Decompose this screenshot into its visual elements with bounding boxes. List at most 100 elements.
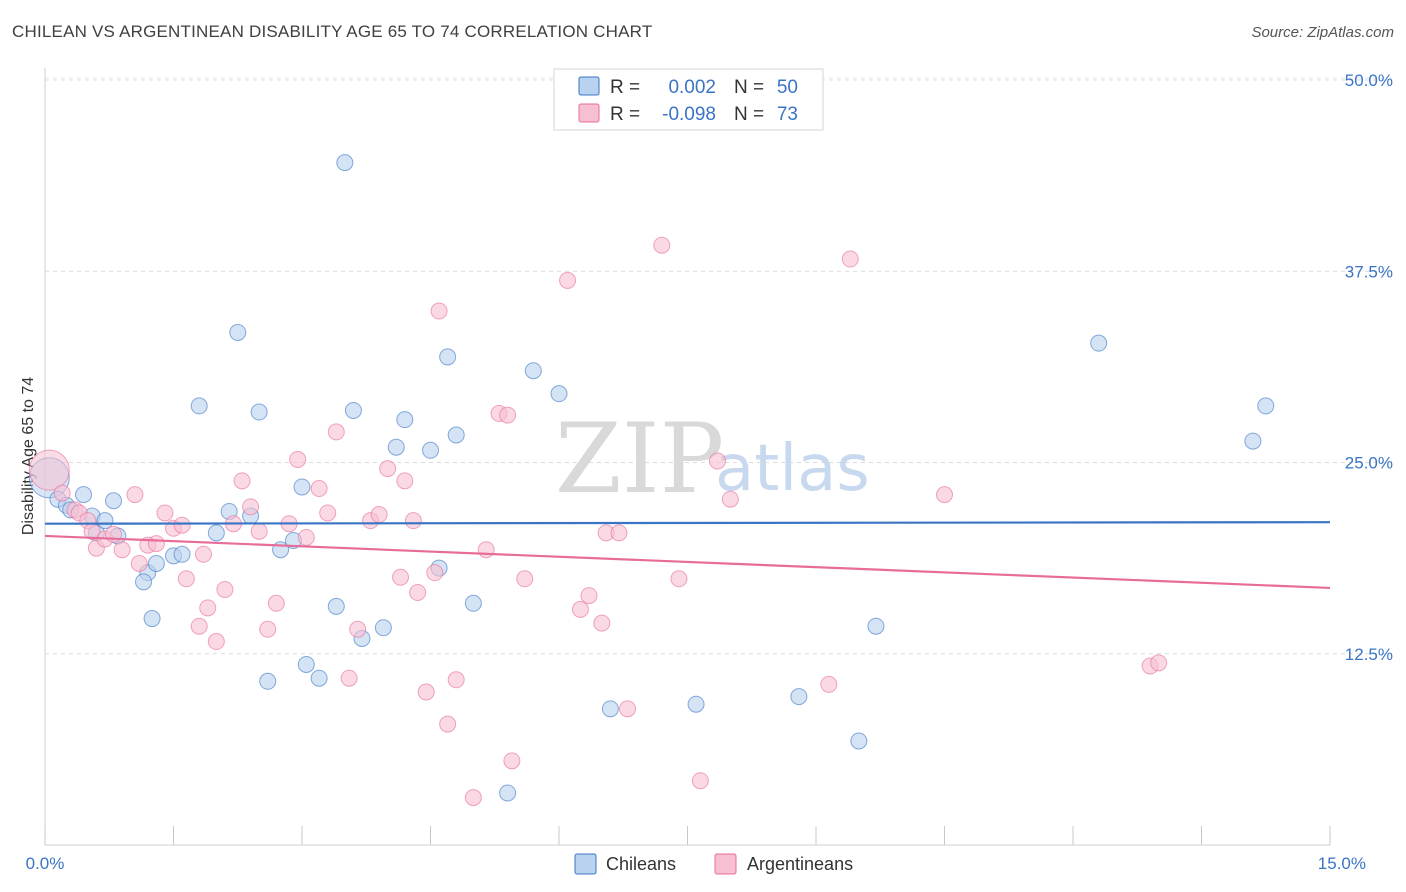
- argentineans-point-17: [177, 570, 195, 588]
- chileans-point-29: [336, 154, 354, 172]
- argentineans-point-43: [409, 584, 427, 602]
- argentineans-point-67: [820, 675, 838, 693]
- argentineans-point-68: [841, 250, 859, 268]
- chileans-point-34: [396, 411, 414, 429]
- bottom-legend-label-chileans: Chileans: [606, 854, 676, 874]
- chileans-point-37: [439, 348, 457, 366]
- argentineans-point-39: [379, 460, 397, 478]
- argentineans-point-16: [173, 516, 191, 534]
- chileans-point-50: [1257, 397, 1275, 415]
- chileans-point-44: [687, 695, 705, 713]
- argentineans-point-13: [147, 535, 165, 553]
- argentineans-point-34: [327, 423, 345, 441]
- chileans-point-15: [173, 545, 191, 563]
- gridlines: [45, 77, 1392, 655]
- chileans-point-47: [867, 617, 885, 635]
- x-tick-marks: [44, 826, 1331, 845]
- argentineans-point-58: [593, 614, 611, 632]
- argentineans-point-30: [289, 450, 307, 468]
- chileans-point-8: [105, 492, 123, 510]
- argentineans-point-25: [242, 498, 260, 516]
- chileans-trend-line: [44, 521, 1331, 525]
- argentineans-point-49: [464, 789, 482, 807]
- legend-swatch-blue: [578, 76, 600, 96]
- legend-r-label-1: R =: [610, 77, 640, 98]
- chileans-point-40: [499, 784, 517, 802]
- argentineans-point-11: [130, 554, 148, 572]
- argentineans-point-1: [53, 484, 71, 502]
- watermark-zip: ZIP: [555, 403, 724, 515]
- chileans-point-12: [143, 610, 161, 628]
- chileans-point-48: [1090, 334, 1108, 352]
- argentineans-point-10: [126, 486, 144, 504]
- chileans-point-43: [601, 700, 619, 718]
- trend-lines: [44, 521, 1331, 590]
- argentineans-point-9: [113, 541, 131, 559]
- watermark-atlas: atlas: [715, 432, 870, 506]
- argentineans-point-26: [250, 522, 268, 540]
- chileans-point-45: [790, 688, 808, 706]
- argentineans-point-35: [340, 669, 358, 687]
- argentineans-point-28: [267, 594, 285, 612]
- legend-n-label-1: N =: [734, 77, 764, 98]
- argentineans-point-64: [691, 772, 709, 790]
- argentineans-point-20: [199, 599, 217, 617]
- source-label: Source: ZipAtlas.com: [1251, 24, 1394, 41]
- chileans-point-27: [310, 669, 328, 687]
- chileans-point-22: [259, 672, 277, 690]
- legend-swatch-pink: [578, 103, 600, 123]
- legend-n-value-2: 73: [777, 104, 798, 125]
- chart-title: CHILEAN VS ARGENTINEAN DISABILITY AGE 65…: [12, 22, 653, 41]
- bottom-legend-label-argentineans: Argentineans: [747, 854, 853, 874]
- legend-r-value-1: 0.002: [668, 77, 716, 98]
- chileans-point-33: [387, 438, 405, 456]
- chileans-point-11: [135, 573, 153, 591]
- argentineans-trend-line: [44, 534, 1331, 590]
- legend-r-value-2: -0.098: [662, 104, 716, 125]
- argentineans-point-31: [297, 528, 315, 546]
- y-tick-label-1: 25.0%: [1345, 454, 1393, 473]
- argentineans-point-21: [207, 633, 225, 651]
- y-axis-label: Disability Age 65 to 74: [20, 377, 37, 535]
- argentineans-point-32: [310, 480, 328, 498]
- argentineans-point-47: [439, 715, 457, 733]
- argentineans-point-66: [721, 490, 739, 508]
- y-tick-label-0: 12.5%: [1345, 645, 1393, 664]
- bottom-legend: Chileans Argentineans: [574, 853, 853, 875]
- chileans-point-39: [464, 594, 482, 612]
- bottom-legend-swatch-argentineans: [714, 853, 737, 875]
- argentineans-point-41: [396, 472, 414, 490]
- argentineans-point-56: [571, 600, 589, 618]
- chileans-point-46: [850, 732, 868, 750]
- chileans-point-25: [293, 478, 311, 496]
- legend-r-label-2: R =: [610, 104, 640, 125]
- argentineans-point-22: [216, 580, 234, 598]
- argentineans-point-46: [430, 302, 448, 320]
- chileans-point-30: [344, 401, 362, 419]
- argentineans-point-33: [319, 504, 337, 522]
- argentineans-point-65: [708, 452, 726, 470]
- chileans-point-49: [1244, 432, 1262, 450]
- argentineans-point-44: [417, 683, 435, 701]
- argentineans-point-50: [477, 541, 495, 559]
- argentineans-point-24: [233, 472, 251, 490]
- argentineans-point-52: [499, 406, 517, 424]
- argentineans-point-57: [580, 587, 598, 605]
- argentineans-point-38: [370, 506, 388, 524]
- argentineans-point-40: [392, 568, 410, 586]
- chileans-point-28: [327, 597, 345, 615]
- chileans-point-16: [190, 397, 208, 415]
- chileans-point-13: [147, 554, 165, 572]
- legend-n-value-1: 50: [777, 77, 798, 98]
- argentineans-point-54: [516, 570, 534, 588]
- bottom-legend-swatch-chileans: [574, 853, 597, 875]
- argentineans-point-55: [559, 271, 577, 289]
- legend-n-label-2: N =: [734, 104, 764, 125]
- argentineans-points: [28, 236, 1168, 807]
- chileans-point-4: [75, 486, 93, 504]
- chileans-point-19: [229, 323, 247, 341]
- argentineans-point-27: [259, 620, 277, 638]
- y-tick-label-2: 37.5%: [1345, 262, 1393, 281]
- y-tick-labels: 12.5% 25.0% 37.5% 50.0%: [1345, 71, 1393, 664]
